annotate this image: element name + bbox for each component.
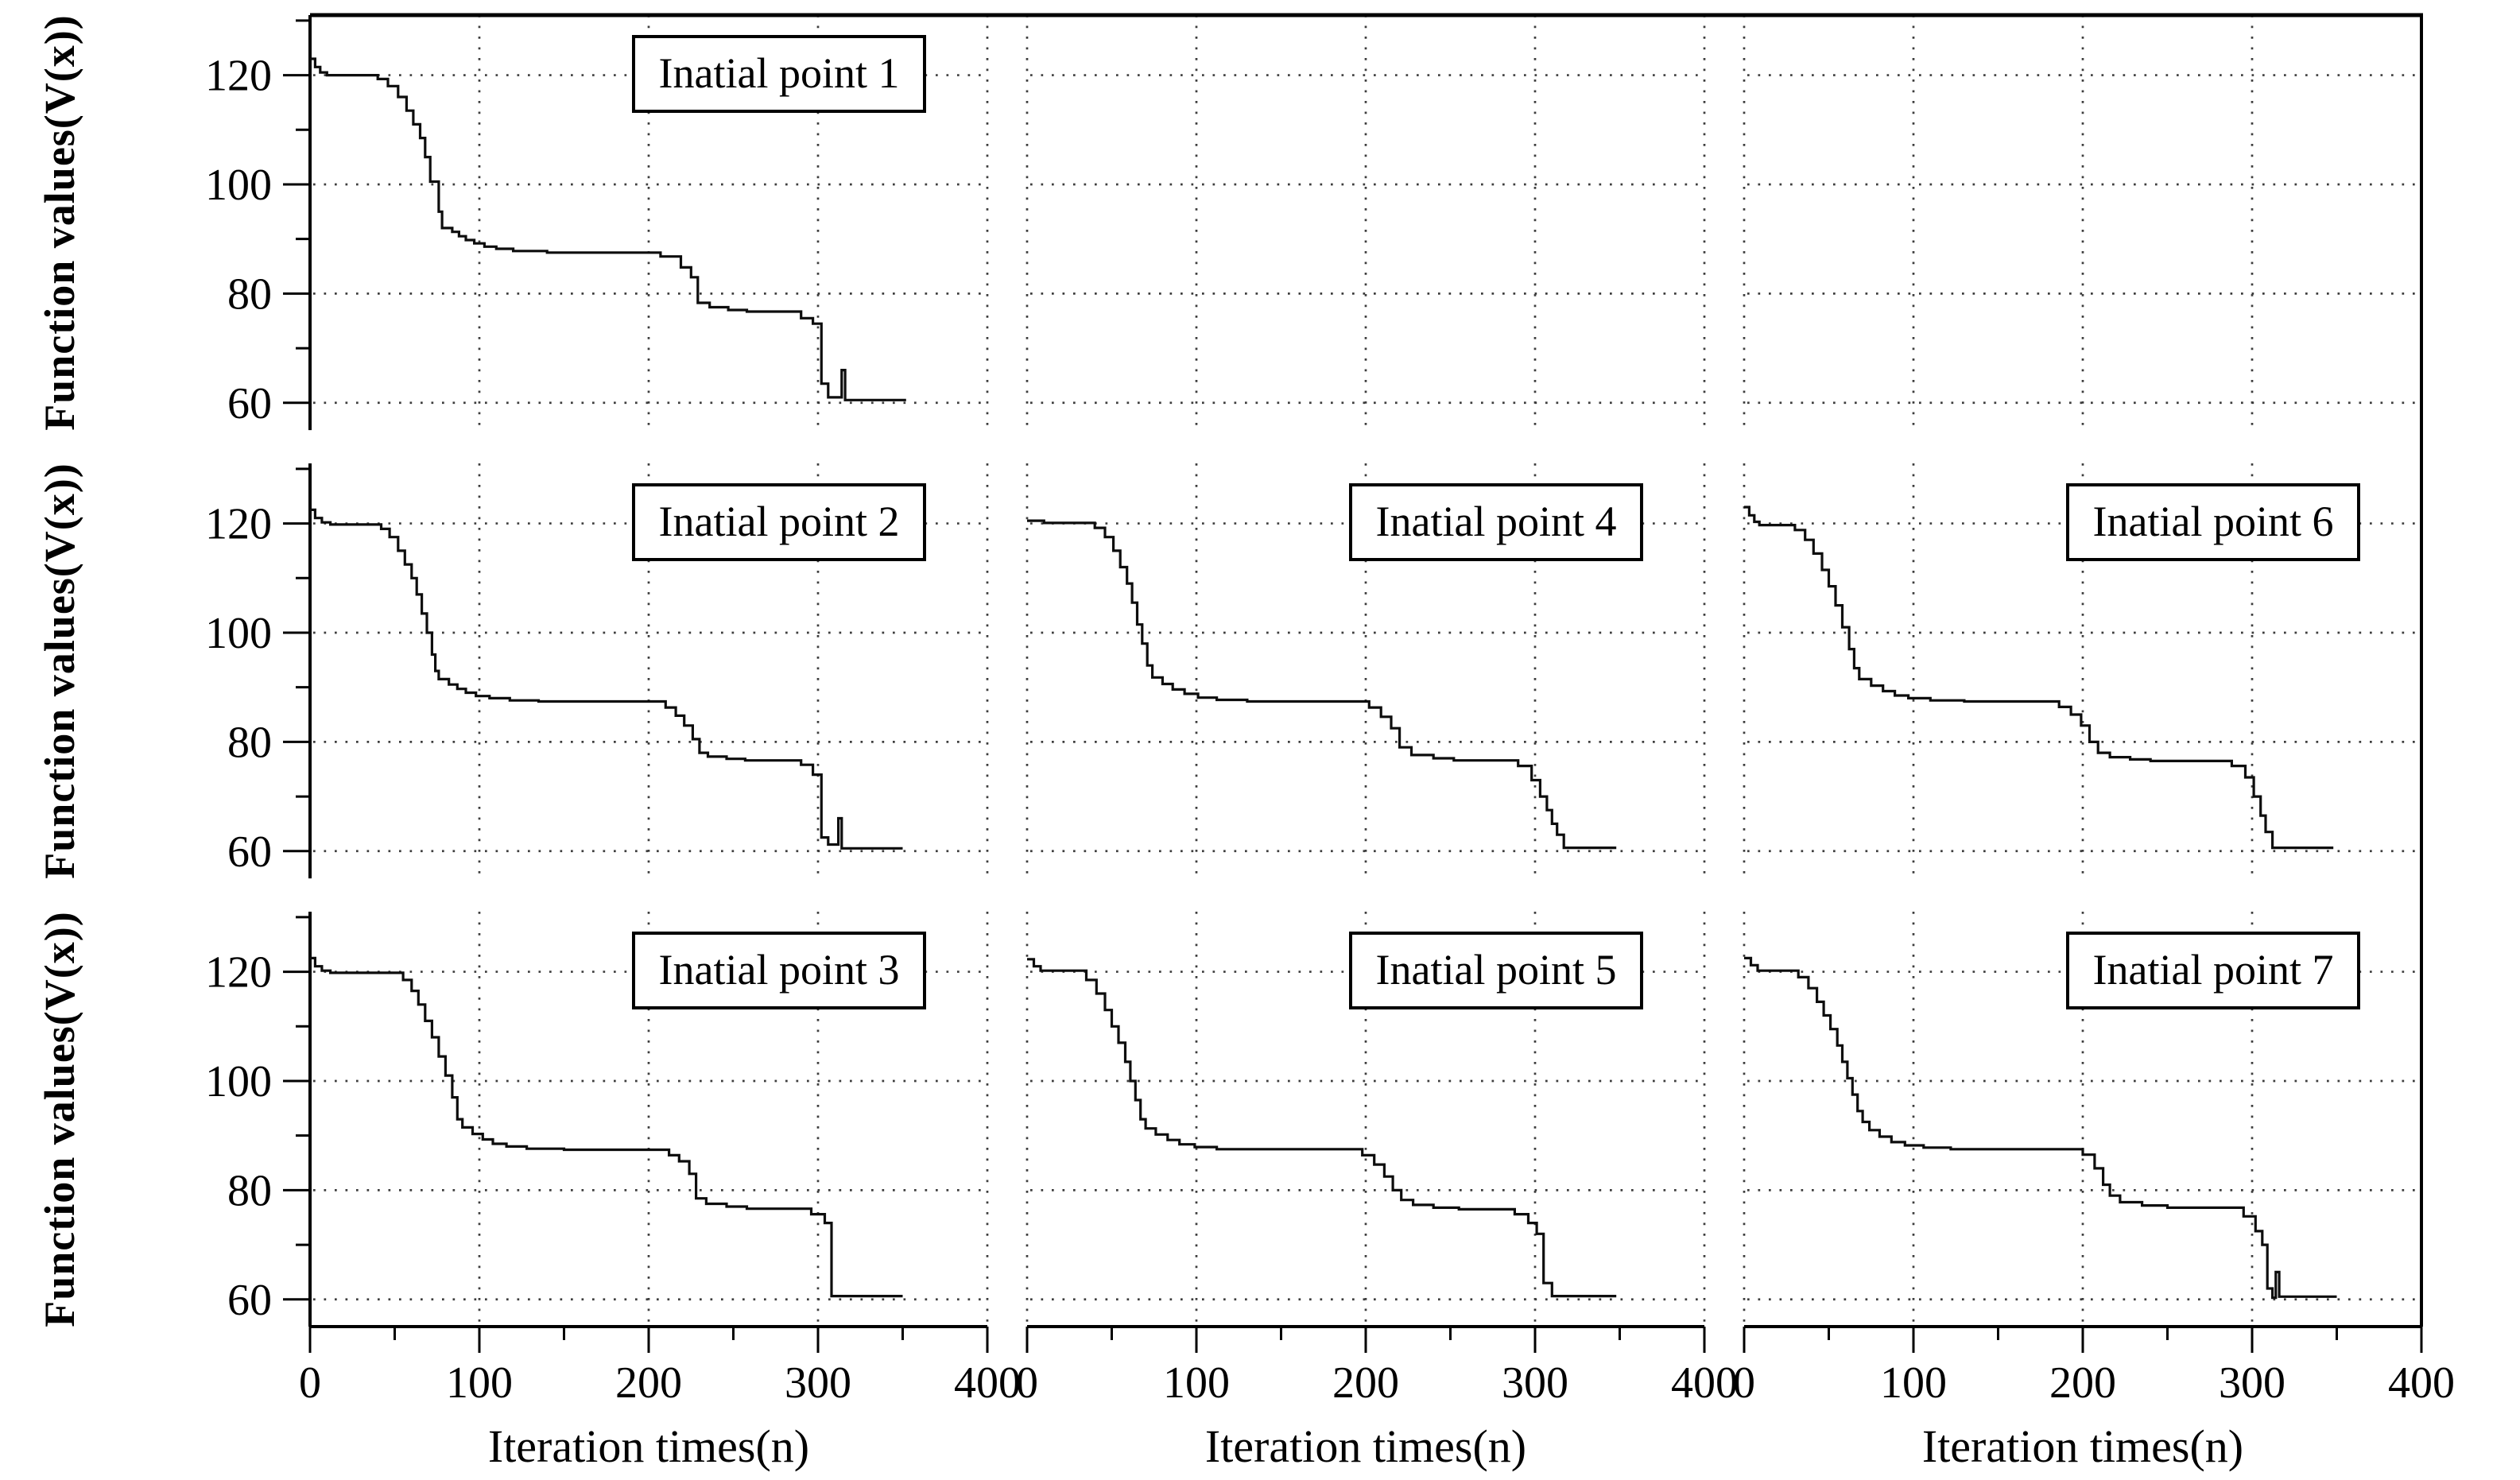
curve-inatial-point-6 xyxy=(1744,506,2334,850)
y-tick-label: 80 xyxy=(227,718,272,767)
curve-inatial-point-1 xyxy=(310,57,906,401)
y-axis-row2: 60 80 100 120 xyxy=(205,912,312,1327)
y-axis-row1: 60 80 100 120 xyxy=(205,463,312,879)
panel-title-initial-point-1: Inatial point 1 xyxy=(632,35,926,113)
x-tick-label: 300 xyxy=(785,1358,851,1408)
panel-r1c2 xyxy=(1743,463,2421,879)
x-tick-label: 300 xyxy=(2219,1358,2285,1408)
panel-title-initial-point-7: Inatial point 7 xyxy=(2066,932,2360,1009)
curve-inatial-point-2 xyxy=(310,508,903,850)
x-tick-label: 400 xyxy=(1671,1358,1738,1408)
y-tick-label: 120 xyxy=(205,948,272,998)
y-axis-label-row1: Function values(V(x)) xyxy=(36,14,83,431)
y-tick-label: 100 xyxy=(205,609,272,658)
panel-title-initial-point-6: Inatial point 6 xyxy=(2066,483,2360,561)
panel-title-initial-point-3: Inatial point 3 xyxy=(632,932,926,1009)
x-tick-label: 200 xyxy=(615,1358,682,1408)
panel-r1c0: 60 80 100 120 xyxy=(205,463,989,879)
panel-r2c2: 0 100 200 300 400 xyxy=(1733,912,2455,1408)
y-tick-label: 80 xyxy=(227,269,272,319)
y-tick-label: 60 xyxy=(227,1276,272,1325)
curve-inatial-point-3 xyxy=(310,956,903,1298)
panel-r0c1 xyxy=(1025,15,1706,431)
x-tick-label: 0 xyxy=(1016,1358,1038,1408)
x-tick-label: 400 xyxy=(2388,1358,2455,1408)
x-tick-label: 200 xyxy=(2049,1358,2116,1408)
x-tick-label: 200 xyxy=(1332,1358,1399,1408)
y-axis-label-row3: Function values(V(x)) xyxy=(36,911,83,1327)
x-tick-label: 0 xyxy=(299,1358,321,1408)
y-tick-label: 100 xyxy=(205,1057,272,1106)
x-axis-label-col1: Iteration times(n) xyxy=(487,1420,810,1472)
x-tick-label: 100 xyxy=(446,1358,513,1408)
curve-inatial-point-4 xyxy=(1027,519,1617,850)
x-axis-label-col3: Iteration times(n) xyxy=(1921,1420,2244,1472)
panel-r0c2 xyxy=(1743,15,2421,431)
y-tick-label: 100 xyxy=(205,161,272,210)
x-tick-label: 100 xyxy=(1163,1358,1230,1408)
panel-r0c0: 60 80 100 120 xyxy=(205,15,989,431)
y-axis-label-row2: Function values(V(x)) xyxy=(36,463,83,879)
y-axis-row0: 60 80 100 120 xyxy=(205,15,312,431)
y-tick-label: 120 xyxy=(205,52,272,101)
panel-r2c0: 60 80 100 120 0 100 200 300 400 xyxy=(205,912,1021,1408)
panel-title-initial-point-4: Inatial point 4 xyxy=(1349,483,1643,561)
y-tick-label: 120 xyxy=(205,500,272,549)
curve-inatial-point-5 xyxy=(1027,958,1617,1298)
x-axis-label-col2: Iteration times(n) xyxy=(1204,1420,1527,1472)
x-axis-col0: 0 100 200 300 400 xyxy=(299,1325,1021,1408)
curve-inatial-point-7 xyxy=(1744,956,2337,1300)
y-tick-label: 60 xyxy=(227,827,272,877)
x-tick-label: 100 xyxy=(1880,1358,1947,1408)
panel-title-initial-point-2: Inatial point 2 xyxy=(632,483,926,561)
panel-r2c1: 0 100 200 300 400 xyxy=(1016,912,1738,1408)
panel-title-initial-point-5: Inatial point 5 xyxy=(1349,932,1643,1009)
x-tick-label: 400 xyxy=(954,1358,1021,1408)
x-axis-col1: 0 100 200 300 400 xyxy=(1016,1325,1738,1408)
x-tick-label: 300 xyxy=(1502,1358,1568,1408)
y-tick-label: 60 xyxy=(227,379,272,428)
x-tick-label: 0 xyxy=(1733,1358,1755,1408)
x-axis-col2: 0 100 200 300 400 xyxy=(1733,1325,2455,1408)
y-tick-label: 80 xyxy=(227,1166,272,1215)
panel-r1c1 xyxy=(1025,463,1706,879)
